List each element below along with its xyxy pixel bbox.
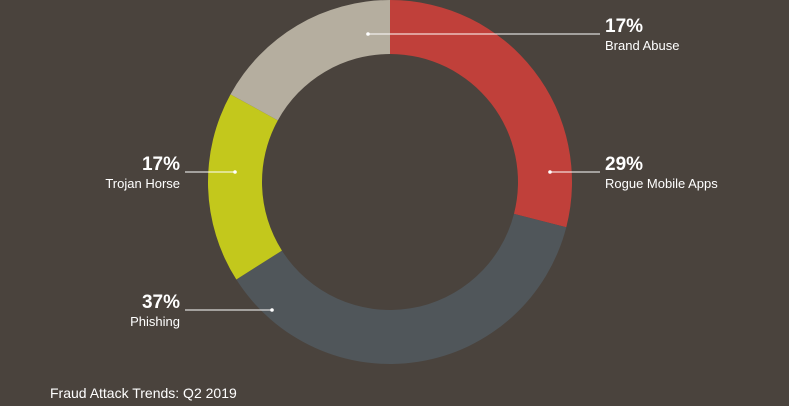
category-label: Rogue Mobile Apps xyxy=(605,176,718,191)
value-label: 29% xyxy=(605,154,643,175)
value-label: 17% xyxy=(142,154,180,175)
leader-dot xyxy=(270,308,274,312)
value-label: 37% xyxy=(142,292,180,313)
category-label: Phishing xyxy=(130,314,180,329)
leader-dot xyxy=(233,170,237,174)
donut-slice xyxy=(236,213,567,365)
donut-slice xyxy=(208,94,282,280)
donut-slice xyxy=(230,0,390,121)
value-label: 17% xyxy=(605,16,643,37)
chart-title: Fraud Attack Trends: Q2 2019 xyxy=(50,385,237,401)
leader-dot xyxy=(548,170,552,174)
category-label: Trojan Horse xyxy=(105,176,180,191)
donut-slice xyxy=(390,0,572,228)
category-label: Brand Abuse xyxy=(605,38,679,53)
leader-dot xyxy=(366,32,370,36)
